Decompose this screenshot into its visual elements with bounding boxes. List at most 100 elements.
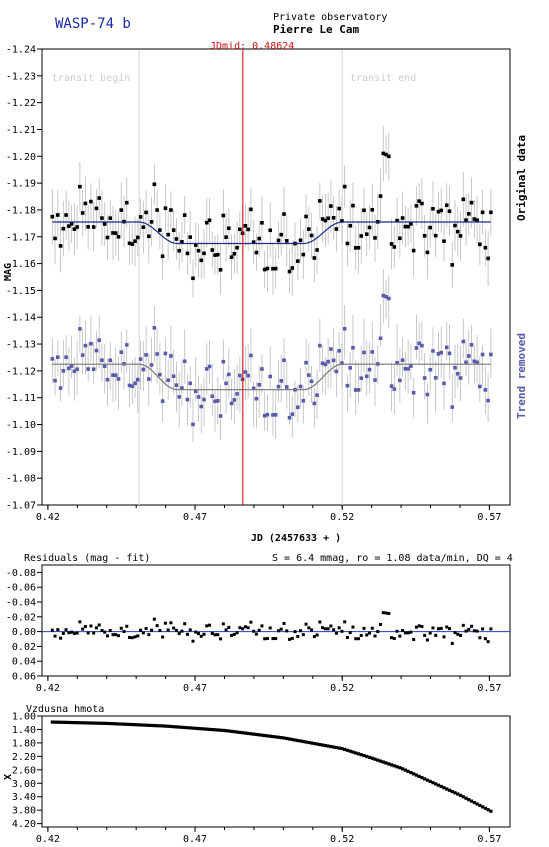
y-tick-label: -1.09 [6,447,36,458]
data-point [453,365,457,370]
data-point [133,381,137,386]
residual-point [117,634,121,638]
airmass-point [376,758,380,762]
data-point [56,213,60,217]
airmass-point [56,720,60,724]
data-point [318,199,322,203]
airmass-point [450,789,454,794]
data-point [215,252,220,257]
airmass-point [401,767,405,771]
data-point [414,204,419,208]
data-point [326,359,330,364]
x-tick-label: 0.57 [477,512,501,523]
residual-point [202,632,206,636]
light-curve-panel: 0.42 0.47 0.52 0.57 -1.24 -1.23 -1.22 -1.21 -1.2… [3,41,528,544]
airmass-point [423,777,427,781]
airmass-point [155,724,159,728]
y-tick-label: 4.20 [12,819,36,830]
airmass-point [122,722,126,726]
residual-point [403,631,407,635]
data-point [359,376,364,380]
data-point [232,398,237,402]
light-curve-frame [41,48,511,506]
data-point [348,366,352,370]
airmass-point [469,799,474,803]
y-tick-label: -1.14 [6,313,36,324]
data-point [182,359,187,364]
data-point [169,354,173,358]
x-tick-label: 0.47 [183,683,207,694]
data-point [312,256,317,260]
x-axis-label-jd: JD (2457633 + ) [251,533,341,544]
residual-point [139,628,143,632]
residual-point [428,631,432,635]
residual-point [265,637,269,641]
x-tick-label: 0.57 [477,683,501,694]
residual-point [235,631,239,635]
residual-point [263,637,267,641]
residual-point [279,627,283,631]
residual-point [67,631,71,635]
data-point [158,372,162,377]
data-point [428,367,432,372]
residual-point [246,626,250,630]
data-point [177,395,181,399]
data-point [147,377,151,381]
residual-point [343,620,347,624]
residual-point [412,637,416,641]
data-point [464,360,468,365]
data-point [166,232,170,237]
residual-point [486,640,490,644]
data-point [210,248,215,252]
data-point [204,220,209,225]
residuals-title: Residuals (mag - fit) [24,553,150,564]
data-point [331,358,336,363]
airmass-point [434,782,438,786]
y-tick-label: -1.24 [6,45,36,56]
residual-point [94,626,98,630]
data-point [185,397,190,402]
data-point [64,355,68,359]
data-point [400,216,405,220]
airmass-point [191,726,195,730]
residual-point [230,633,234,637]
data-point [458,376,463,380]
data-point [284,239,289,243]
residual-point [450,641,454,645]
data-point [422,376,427,380]
data-point [202,397,206,402]
residual-point [475,629,479,633]
airmass-point [105,721,110,726]
residual-point [213,633,217,637]
data-point [326,216,330,221]
data-point [486,398,490,403]
x-tick-label: 0.52 [330,834,354,845]
airmass-point [257,733,261,737]
airmass-point [483,806,487,810]
data-point [295,405,300,410]
data-point [204,367,209,371]
observer-name: Pierre Le Cam [273,23,359,36]
residual-point [130,636,134,640]
residual-point [72,632,76,636]
data-point [439,350,444,355]
airmass-point [67,720,71,725]
airmass-point [337,746,341,750]
data-point [268,228,273,233]
airmass-point [53,720,57,724]
data-point [105,377,110,382]
data-point [420,201,424,206]
y-tick-label: -1.08 [6,474,36,485]
airmass-point [343,747,347,752]
airmass-point [453,791,457,795]
residual-point [453,631,457,635]
residual-point [481,627,485,631]
airmass-point [163,724,167,728]
y-tick-label: -0.06 [6,583,36,594]
y-tick-label: -1.15 [6,286,36,297]
data-point [196,248,201,253]
data-point [489,352,493,357]
airmass-point [403,768,407,772]
data-point [403,224,408,229]
y-tick-label: -0.02 [6,612,36,623]
